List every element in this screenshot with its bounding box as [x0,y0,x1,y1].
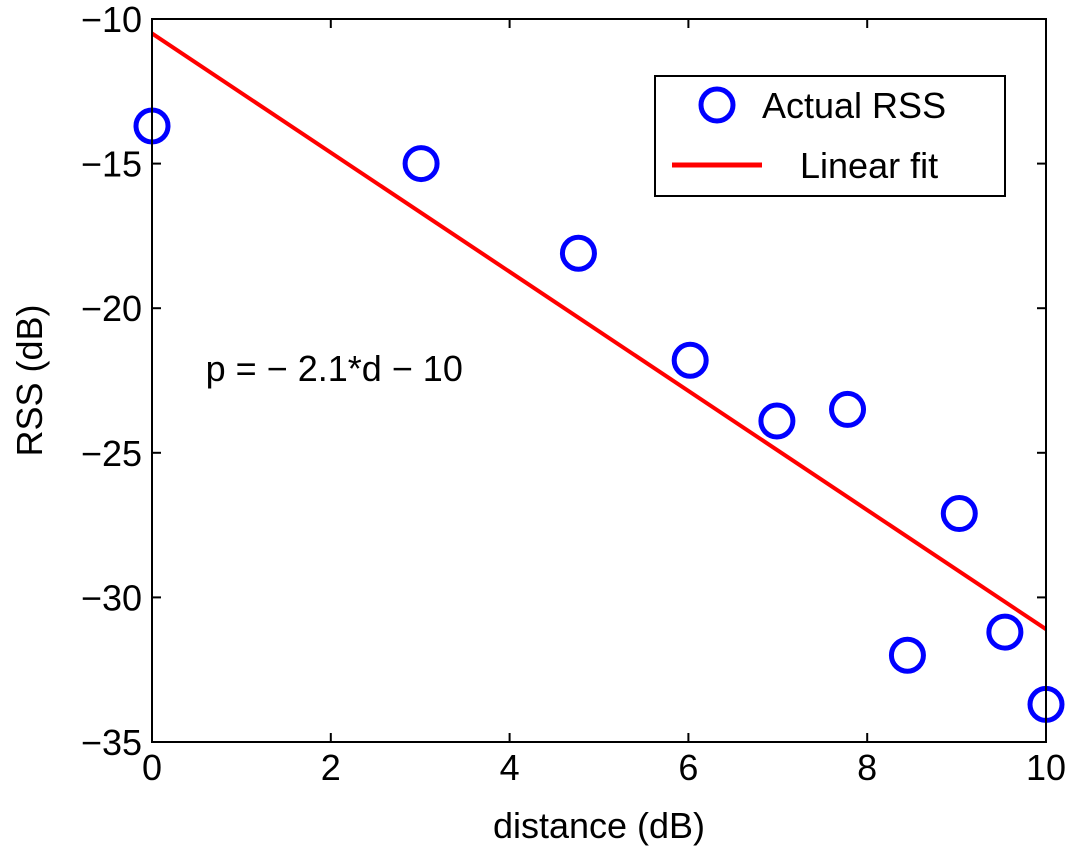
ticks-layer: 0 2 4 6 8 10 −35 −30 −25 −20 −15 −10 [81,0,1066,788]
y-axis-label: RSS (dB) [9,304,50,456]
y-tick-label: −15 [81,144,142,185]
x-axis-label: distance (dB) [493,805,705,846]
legend: Actual RSS Linear fit [654,75,1006,197]
y-tick-label: −35 [81,722,142,763]
legend-marker-actual-rss [698,86,736,124]
legend-box [654,75,1006,197]
x-tick-label: 8 [857,747,877,788]
data-point [986,613,1024,651]
y-tick-label: −10 [81,0,142,40]
data-point [671,341,709,379]
data-point [402,145,440,183]
equation-annotation: p = − 2.1*d − 10 [206,348,463,389]
plot-frame [151,18,1047,743]
y-tick-label: −25 [81,433,142,474]
data-point [940,495,978,533]
x-tick-label: 2 [321,747,341,788]
x-tick-label: 6 [678,747,698,788]
data-point [829,390,867,428]
data-point [758,402,796,440]
data-point [559,234,597,272]
y-tick-label: −30 [81,577,142,618]
fit-layer [150,31,1048,631]
x-tick-label: 0 [142,747,162,788]
data-point [888,636,926,674]
x-tick-label: 4 [500,747,520,788]
fit-line [150,31,1048,631]
y-tick-label: −20 [81,288,142,329]
legend-label-actual-rss: Actual RSS [762,85,946,126]
x-tick-label: 10 [1026,747,1066,788]
legend-label-linear-fit: Linear fit [800,145,938,186]
